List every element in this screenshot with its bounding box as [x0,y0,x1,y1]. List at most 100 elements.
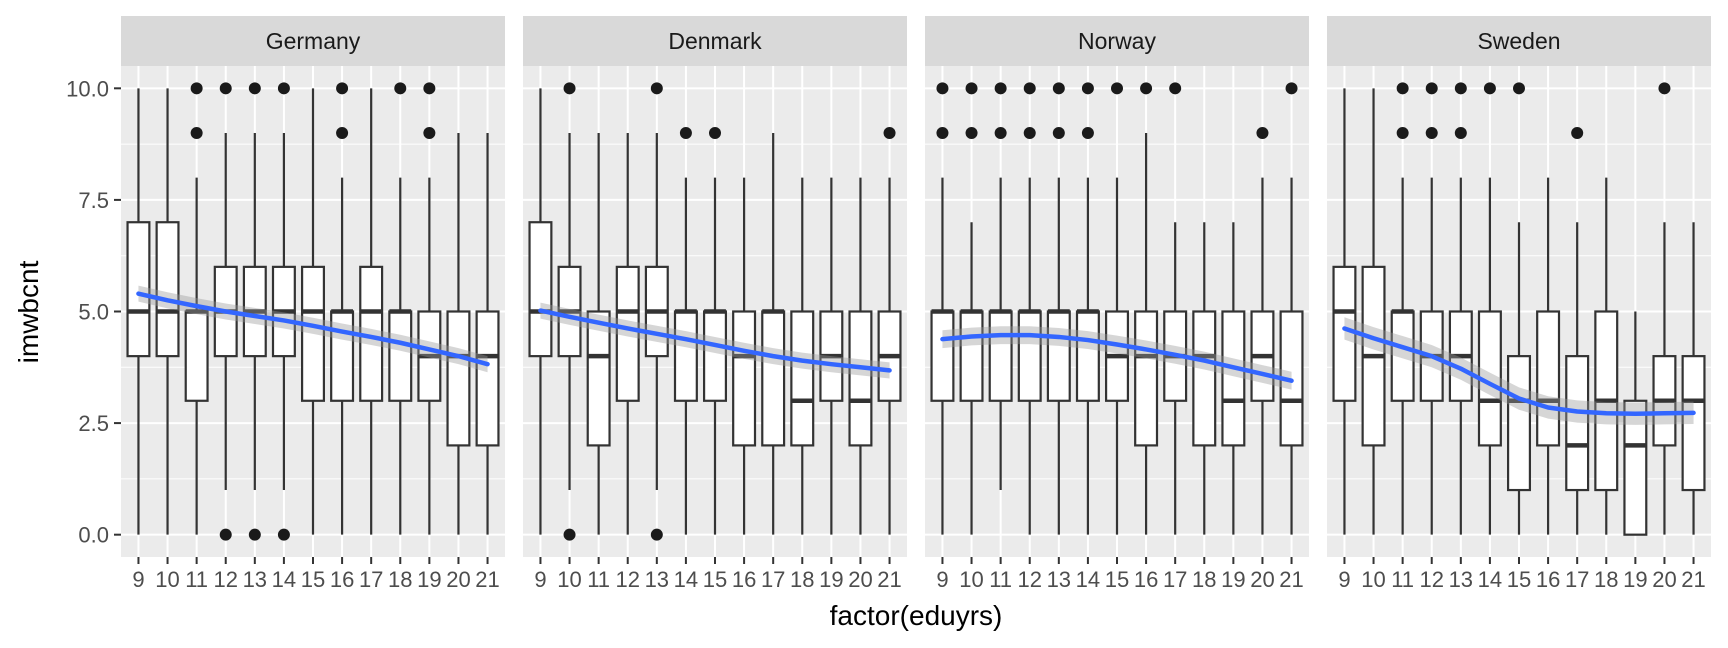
x-tick-label: 17 [761,567,785,592]
box-body [1565,355,1590,492]
y-tick-label: 2.5 [78,411,109,436]
facet-strip-label: Norway [1078,28,1156,54]
outlier-point [277,82,290,95]
outlier-point [1169,82,1182,95]
box-body [528,221,553,358]
box-19 [1623,311,1648,536]
x-tick-label: 9 [1338,567,1350,592]
outlier-point [1396,126,1409,139]
x-tick-label: 9 [534,567,546,592]
x-tick-label: 19 [417,567,441,592]
x-tick-label: 11 [989,567,1012,592]
box-9 [126,88,151,535]
box-18 [1192,222,1217,535]
outlier-point [423,126,436,139]
box-19 [417,82,442,535]
outlier-point [1140,82,1153,95]
outlier-point [1111,82,1123,95]
box-body [988,310,1013,402]
box-14 [1075,82,1100,535]
box-body [1221,310,1246,447]
box-14 [673,126,698,535]
outlier-point [336,126,349,139]
box-body [959,310,984,402]
box-16 [1134,82,1159,535]
box-body [1017,310,1042,402]
box-14 [271,82,296,541]
x-tick-label: 20 [1250,567,1274,592]
box-body [761,310,786,447]
outlier-point [423,82,436,95]
box-body [673,310,698,402]
x-axis-title: factor(eduyrs) [830,600,1003,631]
box-body [615,265,640,402]
x-tick-label: 14 [674,567,698,592]
outlier-point [1081,82,1094,95]
box-body [848,310,873,447]
x-tick-label: 17 [359,567,383,592]
box-body [930,310,955,402]
x-tick-label: 10 [557,567,581,592]
outlier-point [190,82,203,95]
box-10 [959,82,984,535]
smooth-line [538,308,892,373]
box-17 [1163,82,1188,535]
x-tick-label: 9 [132,567,144,592]
outlier-point [1571,126,1584,139]
outlier-point [936,126,949,139]
outlier-point [190,126,203,139]
facet-strip [523,16,907,66]
outlier-point [936,82,949,95]
outlier-point [965,82,978,95]
outlier-point [1256,126,1269,139]
x-tick-label: 12 [615,567,639,592]
x-tick-label: 18 [388,567,412,592]
box-body [1046,310,1071,402]
box-18 [388,82,413,535]
box-15 [300,88,326,535]
x-tick-label: 17 [1565,567,1589,592]
box-body [1623,399,1648,536]
outlier-point [994,126,1007,139]
x-tick-label: 13 [1449,567,1473,592]
outlier-point [1052,82,1065,95]
smooth-line [136,291,490,367]
outlier-point [1081,126,1094,139]
x-tick-label: 15 [301,567,325,592]
box-15 [702,126,728,535]
x-tick-label: 19 [1221,567,1245,592]
x-tick-label: 20 [848,567,872,592]
x-tick-label: 16 [1134,567,1158,592]
outlier-point [1285,82,1298,95]
y-axis-title: imwbcnt [13,260,44,363]
x-tick-label: 13 [645,567,669,592]
outlier-point [394,82,407,95]
outlier-point [1052,126,1065,139]
outlier-point [679,126,692,139]
x-tick-label: 21 [1279,567,1303,592]
x-tick-label: 20 [1652,567,1676,592]
box-10 [557,82,582,541]
box-11 [184,82,209,535]
box-body [300,265,326,402]
x-tick-label: 19 [819,567,843,592]
outlier-point [1023,82,1036,95]
y-tick-label: 0.0 [78,523,109,548]
outlier-point [563,82,576,95]
outlier-point [1658,82,1671,95]
outlier-point [563,528,576,541]
box-20 [446,132,471,535]
box-21 [1681,222,1706,535]
outlier-point [1454,82,1467,95]
box-13 [242,82,267,541]
x-tick-label: 10 [959,567,983,592]
outlier-point [994,82,1007,95]
box-9 [930,82,955,535]
box-21 [475,132,500,535]
outlier-point [336,82,349,95]
x-tick-label: 21 [1681,567,1705,592]
smooth-confidence-band [942,326,1292,390]
box-11 [586,132,611,535]
box-body [1134,310,1159,447]
